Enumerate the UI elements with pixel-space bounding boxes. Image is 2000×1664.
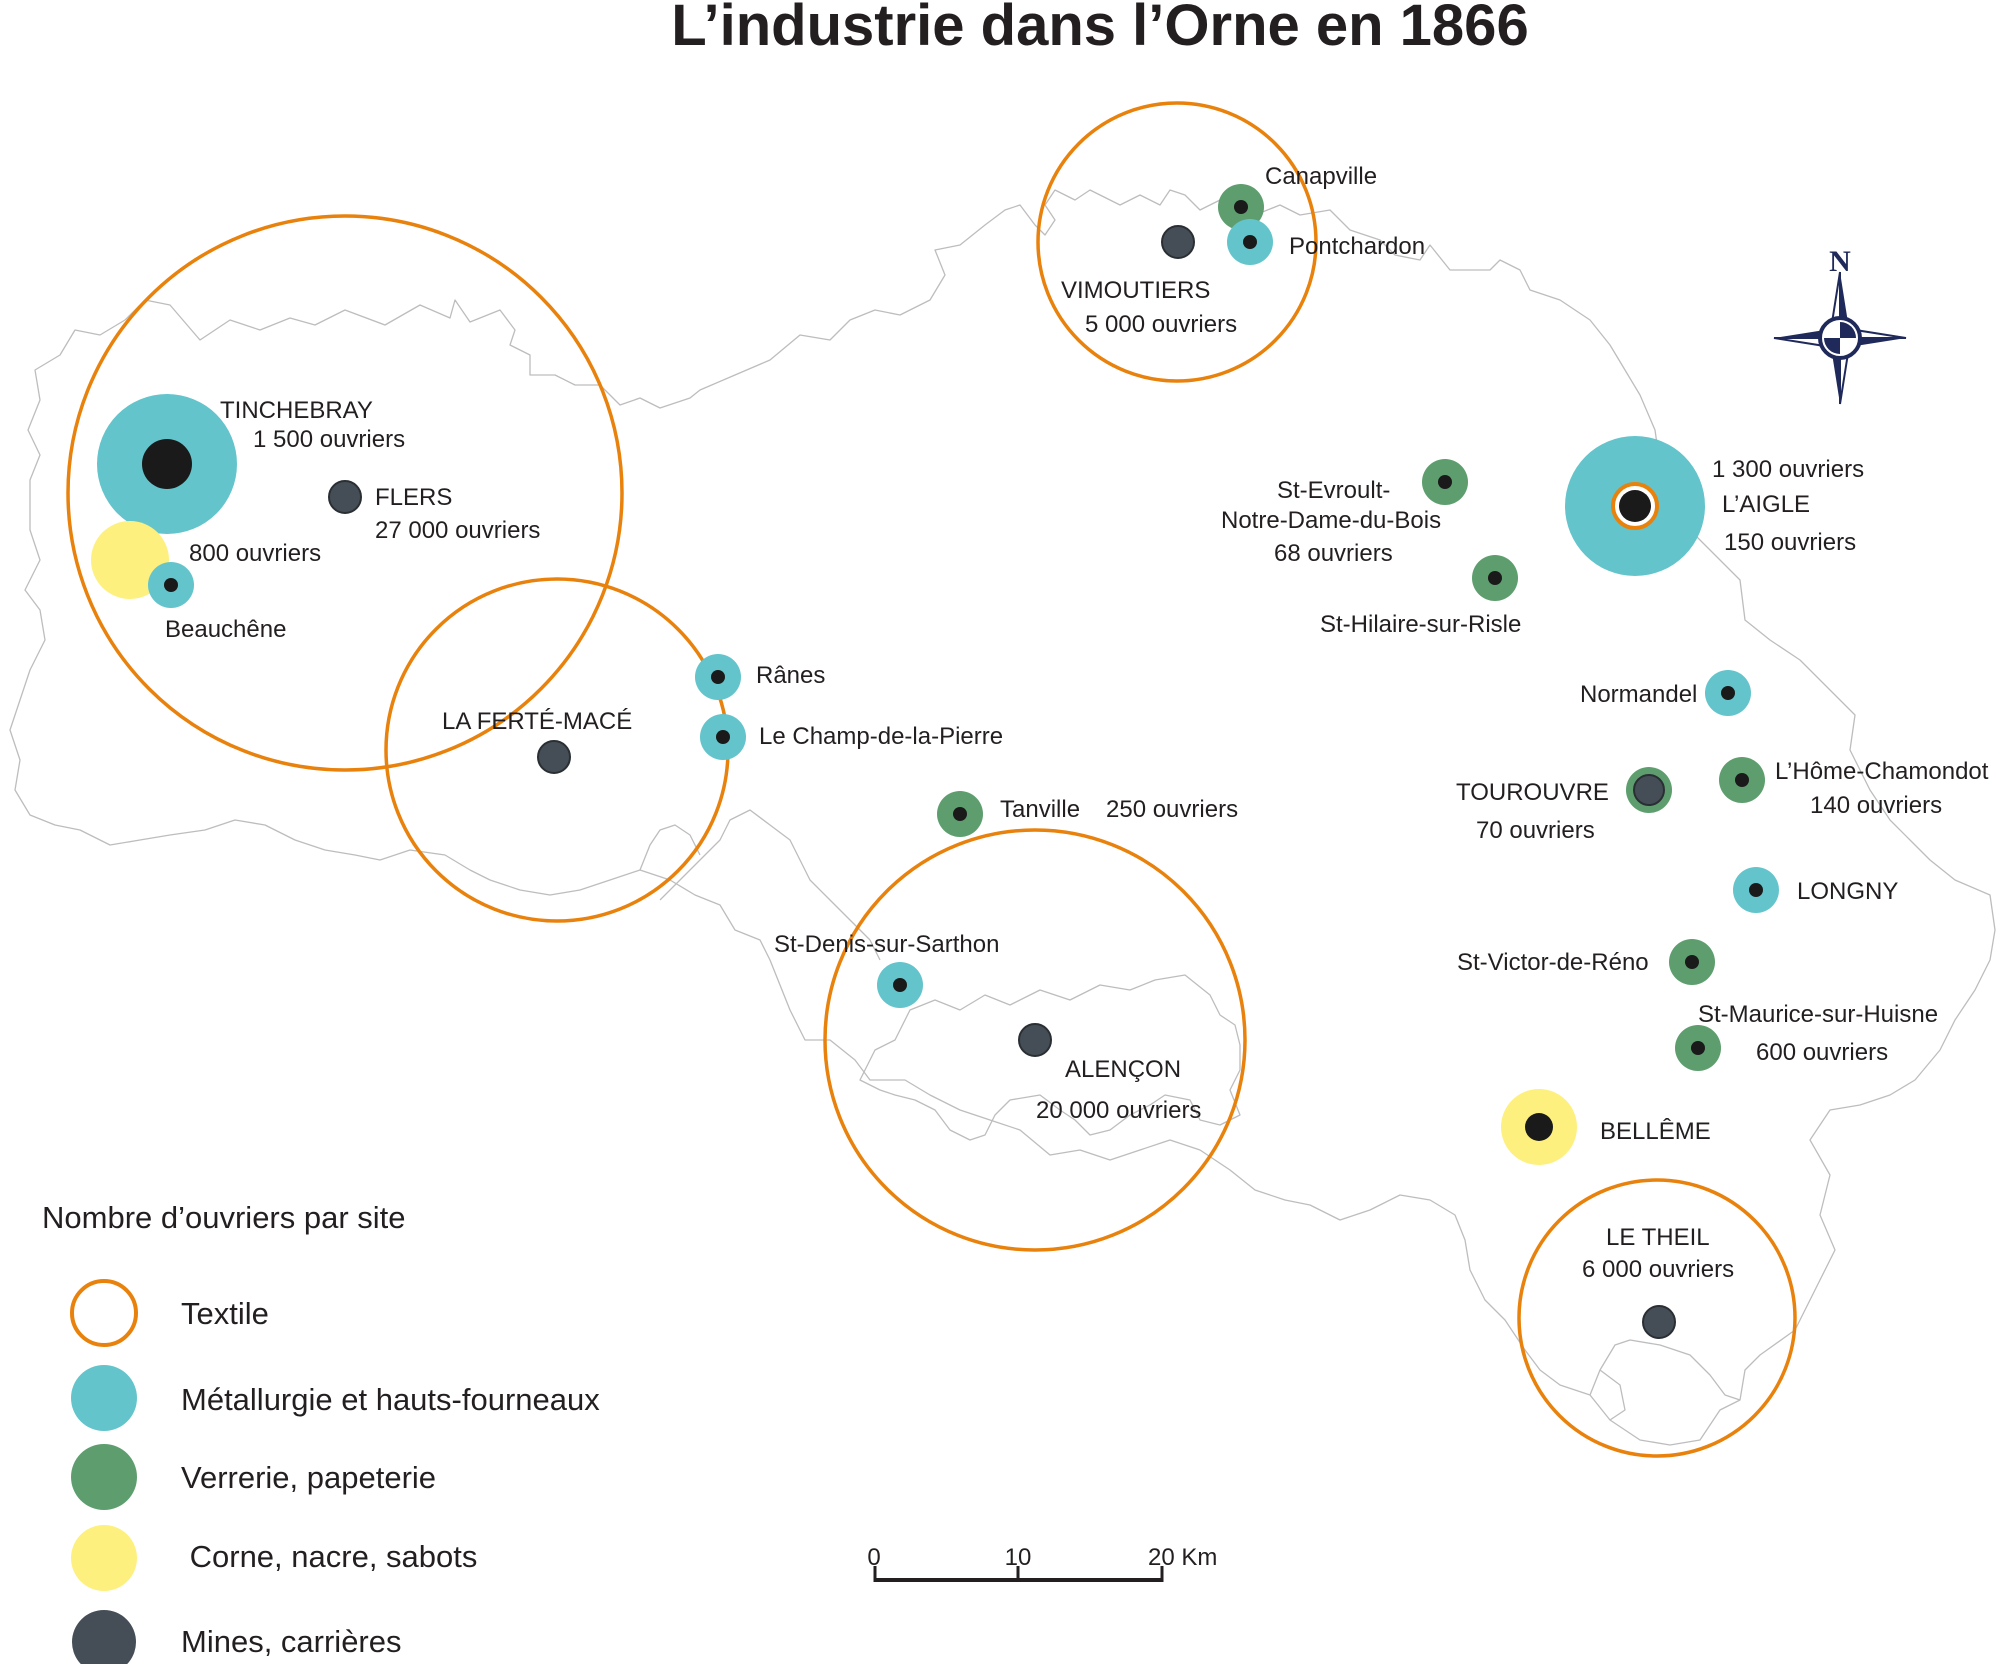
label-tourouvre-workers: 70 ouvriers bbox=[1476, 817, 1595, 844]
label-ranes: Rânes bbox=[756, 662, 825, 689]
map-title: L’industrie dans l’Orne en 1866 bbox=[671, 0, 1528, 58]
site-dot-laigle bbox=[1619, 490, 1651, 522]
label-laigle-workers-2: 150 ouvriers bbox=[1724, 529, 1856, 556]
mines-disc-vimoutiers bbox=[1161, 225, 1195, 259]
label-le-theil-workers: 6 000 ouvriers bbox=[1582, 1256, 1734, 1283]
internal-boundary bbox=[639, 824, 701, 871]
textile-ring-flers bbox=[66, 214, 624, 772]
label-canapville: Canapville bbox=[1265, 163, 1377, 190]
legend-corne-label: Corne, nacre, sabots bbox=[181, 1539, 477, 1574]
textile-ring-vimoutiers bbox=[1036, 101, 1318, 383]
site-dot-canapville bbox=[1234, 200, 1248, 214]
internal-boundary bbox=[1599, 1339, 1741, 1401]
internal-boundary bbox=[1589, 1369, 1626, 1421]
textile-ring-le-theil bbox=[1517, 1178, 1797, 1458]
label-pontchardon: Pontchardon bbox=[1289, 233, 1425, 260]
site-dot-belleme bbox=[1525, 1113, 1553, 1141]
label-vimoutiers: VIMOUTIERS bbox=[1061, 277, 1210, 304]
label-alencon: ALENÇON bbox=[1065, 1056, 1181, 1083]
legend-title: Nombre d’ouvriers par site bbox=[42, 1200, 406, 1235]
label-ferte-mace: LA FERTÉ-MACÉ bbox=[442, 708, 632, 735]
scale-tick-20: 20 Km bbox=[1148, 1544, 1217, 1571]
label-st-denis: St-Denis-sur-Sarthon bbox=[774, 931, 999, 958]
label-alencon-workers: 20 000 ouvriers bbox=[1036, 1097, 1201, 1124]
label-st-victor: St-Victor-de-Réno bbox=[1457, 949, 1649, 976]
site-dot-st-maurice bbox=[1691, 1041, 1705, 1055]
internal-boundary bbox=[659, 809, 881, 961]
legend-metallurgie-symbol bbox=[71, 1365, 137, 1431]
label-flers-workers: 27 000 ouvriers bbox=[375, 517, 540, 544]
site-dot-champ-pierre bbox=[716, 730, 730, 744]
mines-disc-alencon bbox=[1018, 1023, 1052, 1057]
textile-ring-alencon bbox=[823, 828, 1247, 1252]
site-dot-beauchene bbox=[164, 578, 178, 592]
mines-disc-flers bbox=[328, 480, 362, 514]
label-st-evroult-2: Notre-Dame-du-Bois bbox=[1221, 507, 1441, 534]
label-tinchebray: TINCHEBRAY bbox=[220, 397, 373, 424]
site-dot-tanville bbox=[953, 807, 967, 821]
label-home-chamondot-workers: 140 ouvriers bbox=[1810, 792, 1942, 819]
scale-tick-10: 10 bbox=[1005, 1544, 1032, 1571]
legend-mines-label: Mines, carrières bbox=[181, 1624, 402, 1659]
site-dot-st-denis bbox=[893, 978, 907, 992]
site-dot-pontchardon bbox=[1243, 235, 1257, 249]
label-normandel: Normandel bbox=[1580, 681, 1697, 708]
mines-disc-tourouvre bbox=[1633, 774, 1665, 806]
label-st-evroult-1: St-Evroult- bbox=[1277, 477, 1390, 504]
site-dot-ranes bbox=[711, 670, 725, 684]
label-laigle: L’AIGLE bbox=[1722, 491, 1810, 518]
label-corne-workers: 800 ouvriers bbox=[189, 540, 321, 567]
label-tourouvre: TOUROUVRE bbox=[1456, 779, 1609, 806]
legend-verrerie-symbol bbox=[71, 1444, 137, 1510]
label-st-maurice: St-Maurice-sur-Huisne bbox=[1698, 1001, 1938, 1028]
compass-north-label: N bbox=[1829, 245, 1851, 278]
site-dot-normandel bbox=[1721, 686, 1735, 700]
mines-disc-le-theil bbox=[1642, 1305, 1676, 1339]
label-tanville-workers: 250 ouvriers bbox=[1106, 796, 1238, 823]
label-champ-pierre: Le Champ-de-la-Pierre bbox=[759, 723, 1003, 750]
label-longny: LONGNY bbox=[1797, 878, 1898, 905]
label-home-chamondot: L’Hôme-Chamondot bbox=[1775, 758, 1989, 785]
compass-rose-icon bbox=[1773, 271, 1907, 405]
label-st-evroult-workers: 68 ouvriers bbox=[1274, 540, 1393, 567]
label-tanville: Tanville bbox=[1000, 796, 1080, 823]
scale-bar bbox=[873, 1566, 1164, 1582]
site-dot-home-chamondot bbox=[1735, 773, 1749, 787]
legend-textile-label: Textile bbox=[181, 1296, 269, 1331]
legend-textile-symbol bbox=[70, 1279, 138, 1347]
scale-tick-0: 0 bbox=[867, 1544, 880, 1571]
site-dot-longny bbox=[1749, 883, 1763, 897]
site-dot-st-victor bbox=[1685, 955, 1699, 969]
site-dot-tinchebray bbox=[142, 439, 192, 489]
department-border bbox=[9, 189, 1996, 1446]
label-laigle-workers-1: 1 300 ouvriers bbox=[1712, 456, 1864, 483]
label-st-maurice-workers: 600 ouvriers bbox=[1756, 1039, 1888, 1066]
legend-mines-symbol bbox=[72, 1610, 136, 1664]
legend-corne-symbol bbox=[71, 1525, 137, 1591]
label-le-theil: LE THEIL bbox=[1606, 1224, 1710, 1251]
label-st-hilaire: St-Hilaire-sur-Risle bbox=[1320, 611, 1521, 638]
label-flers: FLERS bbox=[375, 484, 452, 511]
label-vimoutiers-workers: 5 000 ouvriers bbox=[1085, 311, 1237, 338]
label-belleme: BELLÊME bbox=[1600, 1118, 1711, 1145]
site-dot-st-hilaire bbox=[1488, 571, 1502, 585]
legend-metallurgie-label: Métallurgie et hauts-fourneaux bbox=[181, 1382, 600, 1417]
site-dot-st-evroult bbox=[1438, 475, 1452, 489]
label-tinchebray-workers: 1 500 ouvriers bbox=[253, 426, 405, 453]
mines-disc-ferte-mace bbox=[537, 740, 571, 774]
legend-verrerie-label: Verrerie, papeterie bbox=[181, 1460, 436, 1495]
label-beauchene: Beauchêne bbox=[165, 616, 286, 643]
